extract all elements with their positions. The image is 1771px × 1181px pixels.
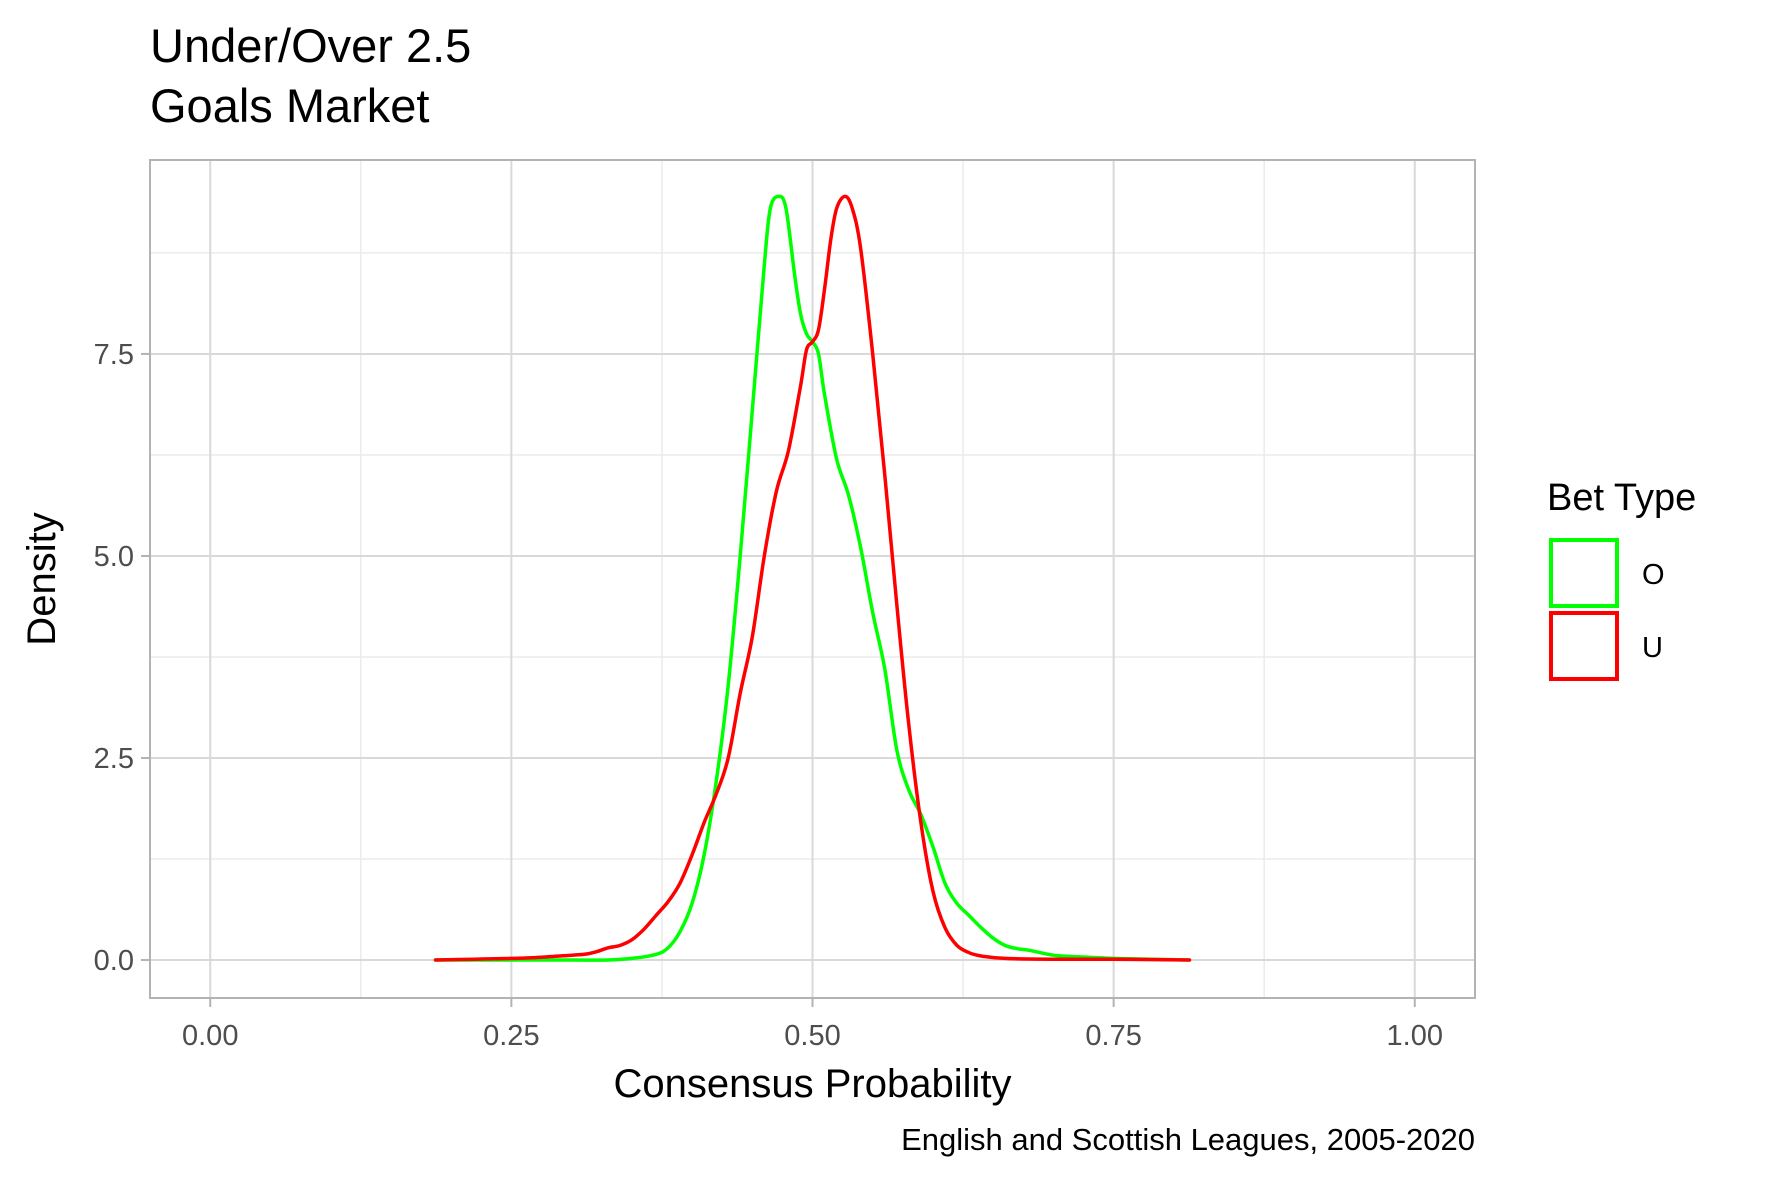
chart-title-line-1: Under/Over 2.5 [150, 19, 471, 72]
legend: Bet Type O U [1547, 477, 1696, 681]
y-tick-label: 0.0 [94, 945, 134, 977]
x-axis-title: Consensus Probability [614, 1062, 1012, 1106]
series-line-o [433, 194, 1192, 962]
x-tick-label: 1.00 [1387, 1020, 1443, 1052]
x-tick-label: 0.75 [1085, 1020, 1141, 1052]
legend-key-u [1549, 611, 1619, 681]
x-tick-label: 0.25 [483, 1020, 539, 1052]
chart-title-line-2: Goals Market [150, 79, 429, 132]
plot-panel [149, 159, 1476, 999]
legend-title: Bet Type [1547, 477, 1696, 519]
x-axis-ticks: 0.00 0.25 0.50 0.75 1.00 [182, 998, 1443, 1052]
chart-caption: English and Scottish Leagues, 2005-2020 [901, 1122, 1475, 1157]
major-gridlines [150, 160, 1475, 998]
y-tick-label: 2.5 [94, 743, 134, 775]
y-tick-label: 7.5 [94, 339, 134, 371]
y-axis-title: Density [20, 512, 64, 645]
x-tick-label: 0.00 [182, 1020, 238, 1052]
legend-label-o: O [1642, 559, 1665, 591]
series-lines [433, 194, 1192, 962]
series-line-u [433, 194, 1192, 962]
legend-label-u: U [1642, 632, 1663, 664]
y-tick-label: 5.0 [94, 541, 134, 573]
x-tick-label: 0.50 [784, 1020, 840, 1052]
y-axis-ticks: 0.0 2.5 5.0 7.5 [94, 339, 150, 977]
legend-key-o [1549, 538, 1619, 608]
